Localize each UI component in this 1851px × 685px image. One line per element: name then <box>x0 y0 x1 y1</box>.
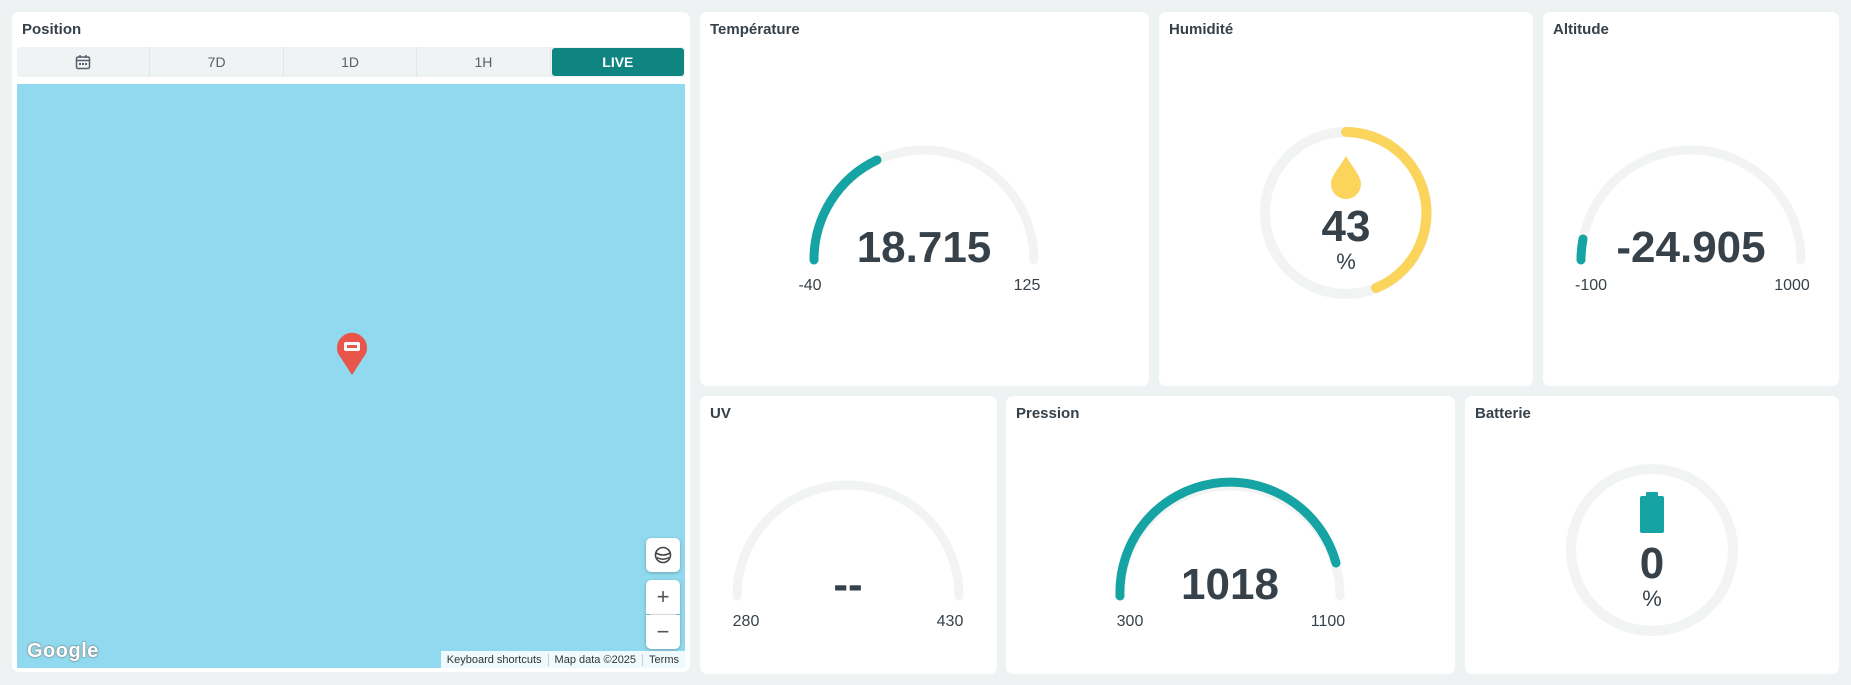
humidity-unit: % <box>1336 249 1356 274</box>
temperature-max: 125 <box>1014 277 1041 294</box>
location-pin-icon[interactable] <box>335 330 369 381</box>
uv-gauge-track <box>732 480 964 601</box>
zoom-out-button[interactable]: − <box>646 615 680 649</box>
map-type-button[interactable] <box>646 538 680 572</box>
temperature-title: Température <box>710 21 800 38</box>
water-drop-icon <box>1331 156 1361 199</box>
pressure-max: 1100 <box>1311 613 1346 630</box>
altitude-min: -100 <box>1575 277 1607 294</box>
pressure-min: 300 <box>1117 613 1144 630</box>
map-view[interactable]: + − Google Keyboard shortcuts Map data ©… <box>17 84 685 668</box>
temperature-gauge-fill <box>809 155 882 265</box>
map-data-text: Map data ©2025 <box>547 653 643 666</box>
altitude-gauge-fill <box>1576 234 1588 265</box>
map-attribution: Keyboard shortcuts Map data ©2025 Terms <box>440 651 685 668</box>
temperature-card: Température 18.715 -40 125 <box>700 12 1149 386</box>
calendar-icon <box>75 55 91 70</box>
humidity-card: Humidité 43 % <box>1159 12 1533 386</box>
altitude-value: -24.905 <box>1616 223 1765 272</box>
uv-title: UV <box>710 405 731 422</box>
globe-icon <box>654 546 672 564</box>
uv-max: 430 <box>937 613 964 630</box>
zoom-in-button[interactable]: + <box>646 580 680 614</box>
altitude-title: Altitude <box>1553 21 1609 38</box>
battery-card: Batterie 0 % <box>1465 396 1839 674</box>
zoom-divider <box>650 614 676 615</box>
battery-title: Batterie <box>1475 405 1531 422</box>
pressure-gauge-fill <box>1115 477 1341 601</box>
battery-icon <box>1640 492 1664 533</box>
temperature-min: -40 <box>798 277 821 294</box>
uv-value: -- <box>833 560 862 609</box>
battery-ring-track <box>1566 464 1738 636</box>
uv-card: UV -- 280 430 <box>700 396 997 674</box>
terms-link[interactable]: Terms <box>642 653 685 666</box>
position-card: Position 7D 1D 1H LIVE <box>12 12 690 672</box>
keyboard-shortcuts-link[interactable]: Keyboard shortcuts <box>446 653 542 666</box>
uv-min: 280 <box>733 613 760 630</box>
pressure-value: 1018 <box>1181 560 1279 609</box>
pressure-title: Pression <box>1016 405 1080 422</box>
humidity-value: 43 <box>1322 202 1371 251</box>
google-logo: Google <box>27 640 99 662</box>
time-range-selector: 7D 1D 1H LIVE <box>17 47 685 77</box>
humidity-title: Humidité <box>1169 21 1234 38</box>
altitude-max: 1000 <box>1774 277 1810 294</box>
temperature-value: 18.715 <box>857 223 992 272</box>
range-1d-button[interactable]: 1D <box>284 47 418 77</box>
range-1h-button[interactable]: 1H <box>417 47 551 77</box>
humidity-ring-fill <box>1341 127 1432 293</box>
date-picker-button[interactable] <box>17 47 151 77</box>
altitude-gauge-track <box>1576 145 1806 265</box>
range-7d-button[interactable]: 7D <box>150 47 284 77</box>
pressure-card: Pression 1018 300 1100 <box>1006 396 1455 674</box>
battery-unit: % <box>1642 586 1662 611</box>
altitude-card: Altitude -24.905 -100 1000 <box>1543 12 1839 386</box>
battery-value: 0 <box>1640 539 1664 588</box>
position-title: Position <box>22 21 82 38</box>
range-live-button[interactable]: LIVE <box>551 48 685 76</box>
